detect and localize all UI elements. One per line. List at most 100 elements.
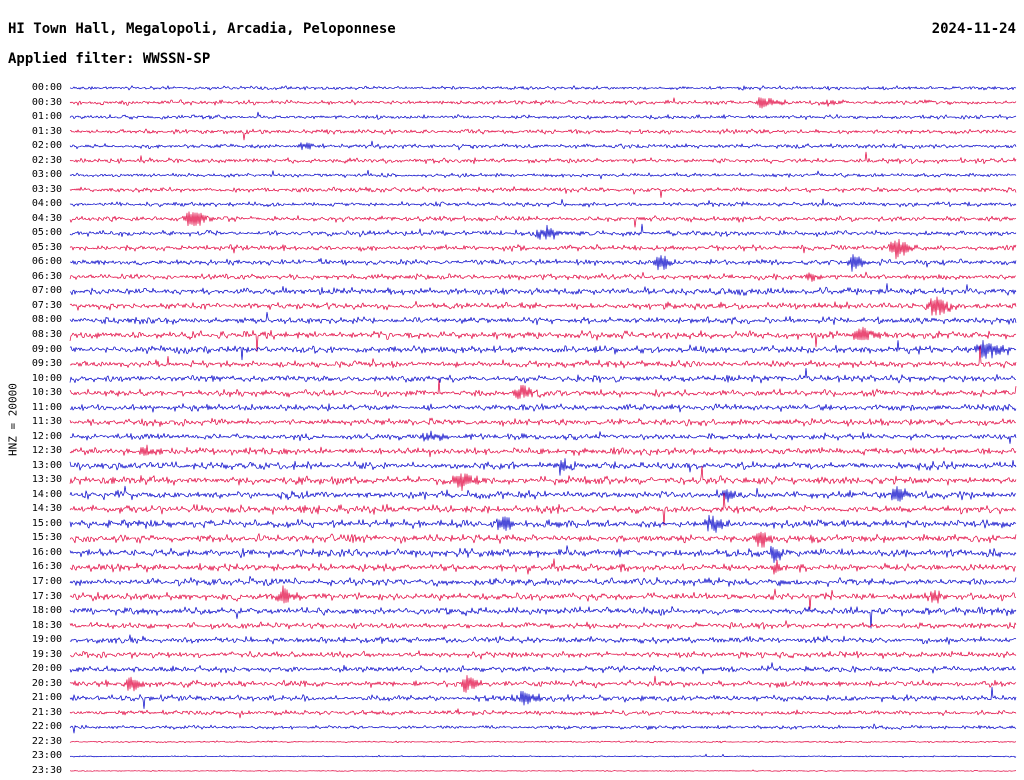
time-label: 15:00 [31, 517, 62, 529]
trace-row-16:00 [69, 545, 1017, 563]
time-label: 14:00 [31, 488, 62, 500]
time-label: 00:00 [31, 82, 62, 93]
time-label: 20:30 [31, 677, 62, 689]
trace-row-10:00 [69, 367, 1017, 384]
trace-row-21:00 [69, 686, 1017, 709]
time-label: 12:00 [31, 430, 62, 442]
time-label: 23:00 [31, 750, 62, 762]
time-label: 13:30 [31, 474, 62, 486]
trace-row-06:00 [69, 254, 1017, 272]
trace-row-11:00 [69, 403, 1017, 413]
trace-row-17:30 [69, 585, 1017, 610]
trace-row-12:30 [69, 444, 1017, 458]
trace-row-08:00 [69, 311, 1017, 326]
time-label: 02:00 [31, 140, 62, 152]
trace-row-02:00 [69, 140, 1017, 151]
time-label: 18:00 [31, 605, 62, 617]
time-label: 21:00 [31, 692, 62, 704]
time-label: 07:00 [31, 285, 62, 297]
trace-row-22:00 [69, 723, 1017, 734]
trace-row-03:30 [69, 186, 1017, 198]
trace-row-18:00 [69, 606, 1017, 629]
trace-row-22:30 [69, 740, 1017, 744]
trace-row-03:00 [69, 169, 1017, 180]
trace-row-05:30 [69, 238, 1017, 260]
trace-row-17:00 [69, 575, 1017, 588]
time-label: 09:30 [31, 358, 62, 370]
trace-row-04:00 [69, 198, 1017, 208]
trace-row-00:00 [69, 85, 1017, 91]
time-label: 22:30 [31, 735, 62, 747]
trace-row-23:30 [69, 769, 1017, 772]
trace-row-14:30 [69, 493, 1017, 526]
time-label: 03:30 [31, 183, 62, 195]
time-label: 22:00 [31, 721, 62, 733]
trace-row-08:30 [69, 326, 1017, 353]
time-label: 16:00 [31, 546, 62, 558]
time-label: 17:30 [31, 590, 62, 602]
filter-label: Applied filter: WWSSN-SP [8, 51, 211, 67]
time-label: 06:00 [31, 256, 62, 268]
trace-row-09:30 [69, 345, 1017, 369]
time-label: 11:30 [31, 416, 62, 428]
time-label: 17:00 [31, 576, 62, 588]
trace-row-01:30 [69, 128, 1017, 141]
time-label: 02:30 [31, 154, 62, 166]
trace-row-20:00 [69, 662, 1017, 675]
trace-row-13:00 [69, 458, 1017, 476]
time-label: 01:00 [31, 111, 62, 123]
time-label: 08:30 [31, 329, 62, 340]
trace-row-02:30 [69, 151, 1017, 165]
trace-row-15:30 [69, 531, 1017, 548]
trace-row-12:00 [69, 430, 1017, 444]
time-label: 13:00 [31, 459, 62, 471]
time-label: 05:30 [31, 241, 62, 253]
trace-row-09:00 [69, 340, 1017, 361]
time-label: 20:00 [31, 663, 62, 675]
trace-row-16:30 [69, 558, 1017, 575]
trace-row-06:30 [69, 271, 1017, 282]
trace-row-01:00 [69, 111, 1017, 120]
trace-row-23:00 [69, 753, 1017, 758]
trace-row-05:00 [69, 223, 1017, 240]
time-label: 07:30 [31, 299, 62, 311]
time-label: 12:30 [31, 445, 62, 457]
time-label: 15:30 [31, 532, 62, 544]
trace-row-19:00 [69, 634, 1017, 645]
time-label: 14:30 [31, 503, 62, 515]
time-label: 19:00 [31, 634, 62, 646]
trace-row-20:30 [69, 675, 1017, 693]
trace-row-14:00 [69, 485, 1017, 503]
time-label: 08:00 [31, 314, 62, 326]
station-title: HI Town Hall, Megalopoli, Arcadia, Pelop… [8, 21, 396, 37]
trace-row-21:30 [69, 708, 1017, 719]
trace-row-00:30 [69, 97, 1017, 109]
time-label: 16:30 [31, 561, 62, 573]
trace-row-07:00 [69, 283, 1017, 296]
date-label: 2024-11-24 [931, 21, 1016, 37]
time-label: 09:00 [31, 343, 62, 355]
time-label: 19:30 [31, 648, 62, 660]
trace-row-07:30 [69, 296, 1017, 316]
time-label: 05:00 [31, 227, 62, 239]
trace-row-04:30 [69, 211, 1017, 228]
time-label: 23:30 [31, 764, 62, 776]
trace-row-13:30 [69, 465, 1017, 492]
time-label: 11:00 [31, 401, 62, 413]
time-label: 21:30 [31, 706, 62, 718]
time-label: 04:00 [31, 198, 62, 210]
time-label: 00:30 [31, 96, 62, 108]
time-label: 01:30 [31, 125, 62, 137]
time-label: 10:00 [31, 372, 62, 384]
time-label: 04:30 [31, 212, 62, 224]
trace-row-15:00 [69, 514, 1017, 533]
time-label: 03:00 [31, 169, 62, 181]
trace-row-10:30 [69, 379, 1017, 400]
time-label: 10:30 [31, 387, 62, 399]
trace-row-18:30 [69, 620, 1017, 630]
time-label: 18:30 [31, 619, 62, 631]
trace-row-19:30 [69, 650, 1017, 660]
